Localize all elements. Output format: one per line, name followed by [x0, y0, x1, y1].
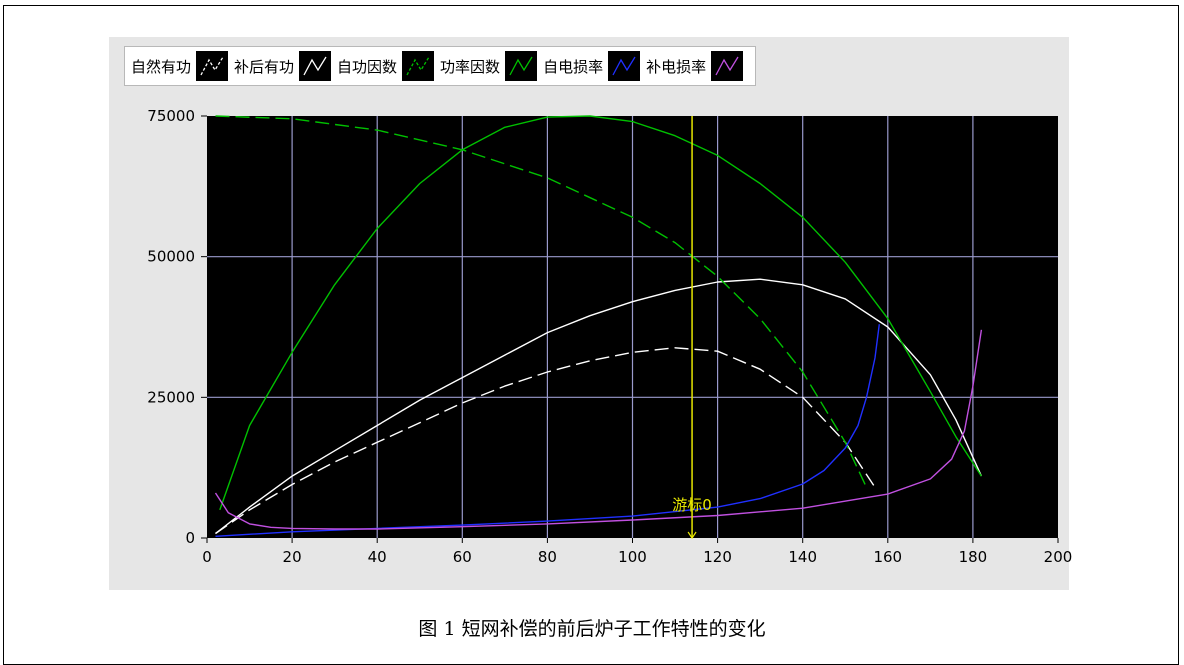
x-tick-label: 20 — [283, 548, 302, 566]
series-group — [214, 115, 983, 537]
series-line-2 — [215, 115, 868, 488]
cursor-label: 游标0 — [672, 496, 712, 514]
legend-swatch — [505, 51, 538, 81]
legend-item-compensated-loss-rate: 补电损率 — [646, 51, 744, 81]
x-tick-label: 200 — [1044, 548, 1073, 566]
chart-legend: 自然有功 补后有功 自功因数 功率因数 自电损率 补电损率 — [124, 46, 757, 86]
legend-label: 自功因数 — [337, 57, 398, 76]
figure-caption: 图 1 短网补偿的前后炉子工作特性的变化 — [418, 618, 766, 640]
legend-item-natural-active: 自然有功 — [131, 51, 229, 81]
x-tick-label: 40 — [368, 548, 387, 566]
legend-swatch — [196, 51, 229, 81]
y-tick-label: 25000 — [147, 388, 195, 406]
legend-label: 自电损率 — [543, 57, 604, 76]
grid — [207, 116, 1058, 538]
axes: 0 20 40 60 80 100 120 140 160 180 200 0 25000 50000 75… — [147, 107, 1072, 566]
series-line-5 — [214, 329, 983, 530]
series-line-3 — [219, 115, 982, 511]
x-tick-label: 140 — [788, 548, 817, 566]
series-line-4 — [215, 324, 880, 537]
legend-swatch — [608, 51, 641, 81]
cursor-arrow-icon — [687, 531, 697, 540]
x-tick-label: 0 — [202, 548, 212, 566]
legend-item-compensated-active: 补后有功 — [234, 51, 332, 81]
x-tick-label: 60 — [453, 548, 472, 566]
cursor[interactable]: 游标0 — [672, 116, 712, 540]
y-tick-label: 75000 — [147, 107, 195, 125]
x-tick-label: 100 — [618, 548, 647, 566]
legend-swatch — [711, 51, 744, 81]
x-tick-label: 80 — [538, 548, 557, 566]
legend-label: 功率因数 — [440, 57, 501, 76]
series-line-1 — [215, 278, 983, 535]
x-tick-label: 120 — [703, 548, 732, 566]
legend-swatch — [402, 51, 435, 81]
series-line-0 — [215, 347, 876, 535]
legend-label: 补后有功 — [234, 57, 295, 76]
legend-item-power-factor: 功率因数 — [440, 51, 538, 81]
legend-label: 补电损率 — [646, 57, 707, 76]
legend-item-natural-power-factor: 自功因数 — [337, 51, 435, 81]
y-tick-label: 50000 — [147, 248, 195, 266]
legend-item-natural-loss-rate: 自电损率 — [543, 51, 641, 81]
legend-swatch — [299, 51, 332, 81]
y-tick-label: 0 — [185, 529, 195, 547]
legend-label: 自然有功 — [131, 57, 192, 76]
x-tick-label: 160 — [873, 548, 902, 566]
x-tick-label: 180 — [959, 548, 988, 566]
